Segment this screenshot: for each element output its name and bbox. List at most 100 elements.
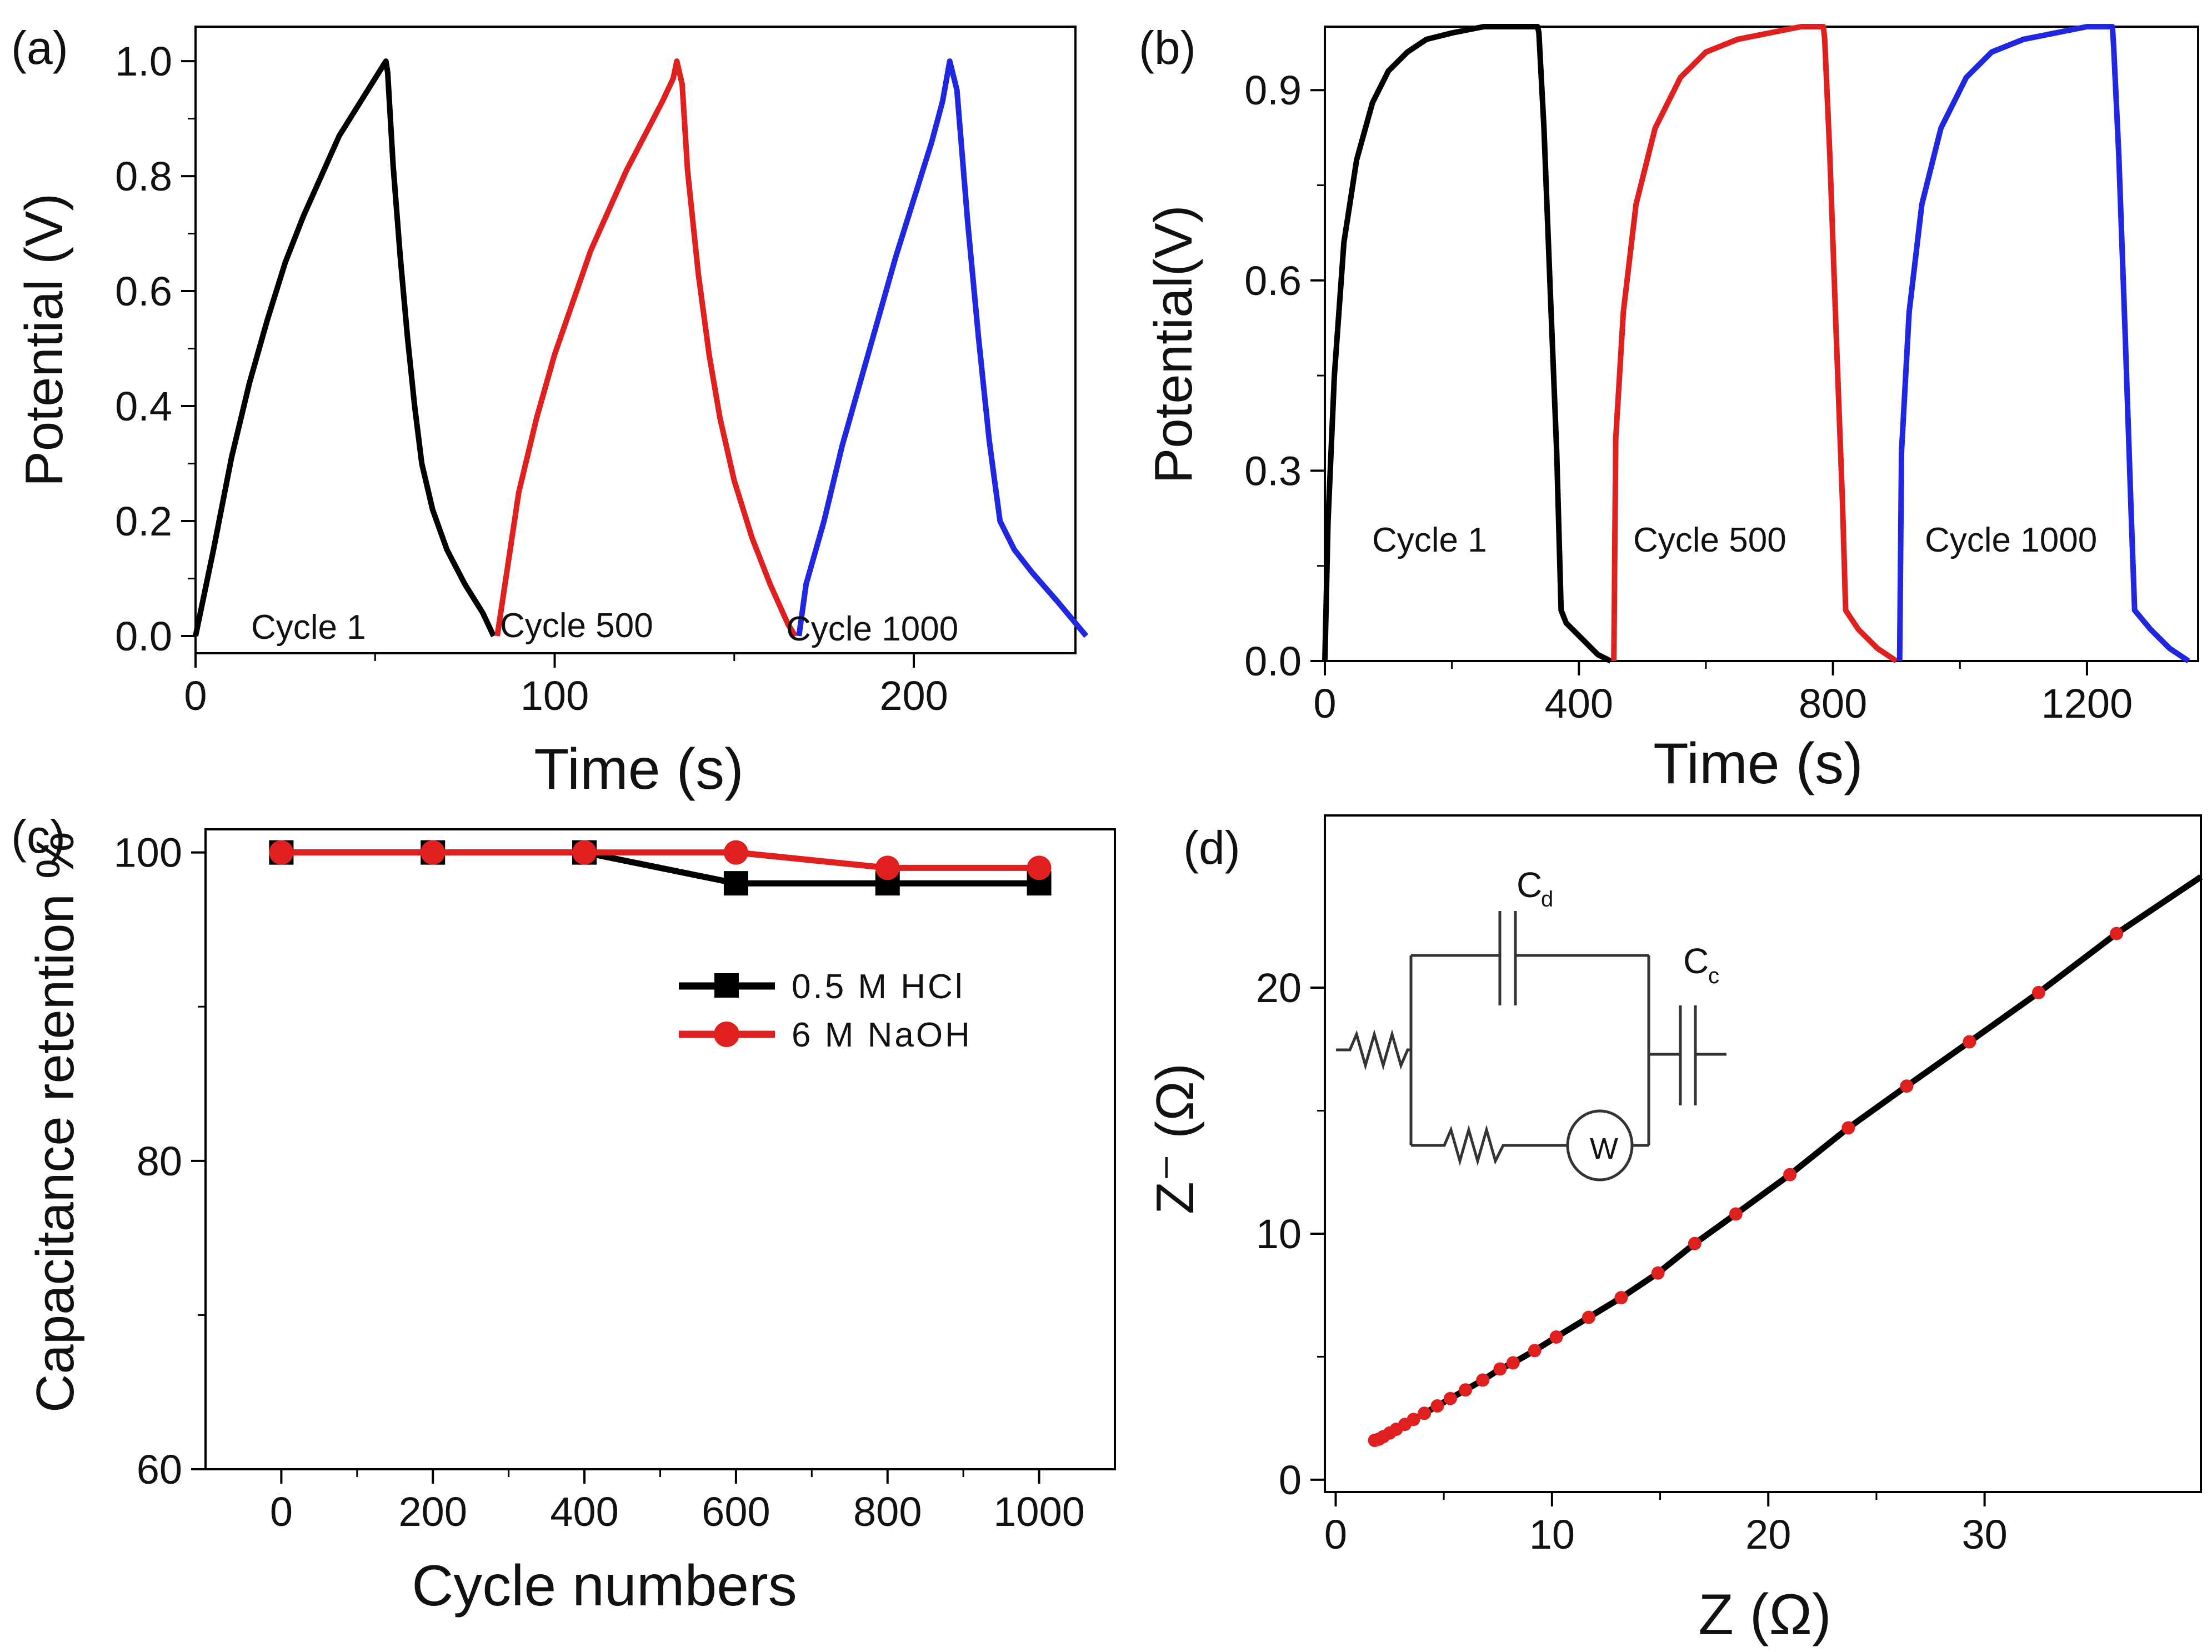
panel-c-xtick-label-0: 0 xyxy=(270,1489,293,1535)
panel-d-point-15 xyxy=(1549,1330,1563,1344)
panel-b-xtick-label-1: 400 xyxy=(1545,680,1613,727)
panel-c-frame xyxy=(204,828,1116,1470)
panel-d-y-title: Z⁻ (Ω) xyxy=(1145,1063,1205,1214)
panel-d-point-16 xyxy=(1582,1310,1596,1324)
panel-c-x-title: Cycle numbers xyxy=(412,1554,797,1618)
panel-b-xtick-label-2: 800 xyxy=(1799,680,1867,727)
legend-naoh-marker xyxy=(714,1022,739,1047)
panel-a-xtick-label-1: 100 xyxy=(521,673,589,719)
panel-c-marker-naoh-5 xyxy=(1027,855,1052,880)
panel-d-point-26 xyxy=(2110,927,2124,940)
panel-d-point-18 xyxy=(1651,1266,1665,1280)
legend-hcl-label: 0.5 M HCl xyxy=(792,968,965,1006)
panel-c-ytick-label-0: 60 xyxy=(137,1446,182,1493)
panel-c-marker-naoh-3 xyxy=(723,840,748,865)
panel-b-xtick-label-3: 1200 xyxy=(2041,680,2133,727)
panel-d-ytick-label-0: 0 xyxy=(1279,1457,1302,1503)
panel-a-ytick-label-4: 0.8 xyxy=(115,153,172,199)
panel-d-xtick-label-1: 10 xyxy=(1529,1511,1575,1558)
panel-b-ytick-label-0: 0.0 xyxy=(1244,638,1302,684)
panel-a-series-0 xyxy=(193,58,497,638)
panel-d-lines xyxy=(1368,874,2203,1447)
panel-a-annot-cycle-1: Cycle 1 xyxy=(251,608,366,647)
equivalent-circuit-inset xyxy=(1336,911,1726,1182)
panel-c-lines xyxy=(269,840,1052,896)
panel-a-series-2 xyxy=(796,58,1089,638)
panel-c-xtick-label-1: 200 xyxy=(399,1489,467,1535)
panel-d-xtick-label-3: 30 xyxy=(1961,1511,2007,1558)
capacitor-cc xyxy=(1649,1005,1726,1105)
double-layer-capacitor xyxy=(1498,911,1517,1005)
panel-d-point-6 xyxy=(1407,1413,1420,1426)
panel-a-frame xyxy=(194,26,1077,654)
panel-d-point-9 xyxy=(1443,1391,1457,1405)
panel-a-ytick-label-5: 1.0 xyxy=(115,38,172,84)
panel-c-series-line-1 xyxy=(281,849,1039,871)
panel-b-series-2 xyxy=(1896,24,2190,664)
panel-c-marker-naoh-4 xyxy=(875,855,900,880)
panel-b-ticks: 0 400 800 1200 0.0 0.3 0.6 0.9 xyxy=(1244,67,2133,727)
panel-a-y-title: Potential (V) xyxy=(14,193,74,487)
label-w: W xyxy=(1590,1132,1618,1165)
legend-naoh-label: 6 M NaOH xyxy=(792,1016,972,1054)
panel-d-ytick-label-1: 10 xyxy=(1256,1211,1302,1257)
panel-a: (a) 0 100 200 0.0 0.2 0.4 0.6 0.8 1.0 Cycle 1 Cy… xyxy=(11,22,1089,802)
panel-d-frame xyxy=(1324,814,2202,1493)
panel-b-x-title: Time (s) xyxy=(1653,732,1863,796)
panel-b-y-title: Potential(V) xyxy=(1144,205,1203,484)
panel-c-ytick-label-1: 80 xyxy=(137,1138,182,1184)
panel-d-point-17 xyxy=(1614,1291,1628,1305)
panel-a-xtick-label-2: 200 xyxy=(879,673,948,719)
panel-a-annot-cycle-500: Cycle 500 xyxy=(500,607,653,645)
panel-d-point-8 xyxy=(1430,1399,1444,1413)
panel-d-point-10 xyxy=(1459,1383,1473,1397)
panel-b-annot-cycle-1000: Cycle 1000 xyxy=(1925,521,2097,559)
panel-d-point-22 xyxy=(1841,1121,1855,1135)
panel-a-ytick-label-2: 0.4 xyxy=(115,383,172,429)
panel-d-point-23 xyxy=(1900,1079,1914,1093)
panel-d-point-12 xyxy=(1493,1362,1507,1376)
panel-d-point-25 xyxy=(2031,985,2045,999)
panel-d-xtick-label-0: 0 xyxy=(1324,1511,1347,1558)
panel-d-label: (d) xyxy=(1183,822,1240,874)
panel-c-marker-hcl-3 xyxy=(723,871,748,896)
panel-c: (c) 0 200 400 600 800 1000 60 80 100 0.5 M HCl 6… xyxy=(11,810,1116,1618)
panel-d-point-24 xyxy=(1963,1035,1976,1049)
panel-d-point-19 xyxy=(1688,1237,1701,1250)
series-resistor xyxy=(1336,1029,1411,1071)
panel-d-xtick-label-2: 20 xyxy=(1745,1511,1791,1558)
panel-c-ticks: 0 200 400 600 800 1000 60 80 100 xyxy=(114,830,1085,1535)
panel-a-ticks: 0 100 200 0.0 0.2 0.4 0.6 0.8 1.0 xyxy=(115,38,948,719)
panel-b: (b) 0 400 800 1200 0.0 0.3 0.6 0.9 Cycle 1 Cycl… xyxy=(1139,22,2199,796)
panel-b-annot-cycle-500: Cycle 500 xyxy=(1633,521,1786,559)
panel-d-ticks: 0 10 20 30 0 10 20 xyxy=(1256,965,2008,1558)
panel-c-marker-naoh-0 xyxy=(269,840,294,865)
panel-b-lines xyxy=(1322,24,2190,664)
panel-c-legend: 0.5 M HCl 6 M NaOH xyxy=(679,968,972,1054)
panel-d-point-7 xyxy=(1418,1406,1432,1420)
label-c-sub-d: d xyxy=(1541,887,1553,912)
label-c: C xyxy=(1517,865,1542,905)
panel-d-point-14 xyxy=(1528,1344,1542,1358)
panel-a-ytick-label-0: 0.0 xyxy=(115,613,172,659)
panel-c-xtick-label-5: 1000 xyxy=(993,1489,1085,1535)
label-c-2: C xyxy=(1683,941,1709,981)
panel-d-point-13 xyxy=(1506,1356,1520,1370)
panel-d-point-20 xyxy=(1729,1207,1743,1221)
panel-c-marker-naoh-1 xyxy=(421,840,446,865)
panel-b-frame xyxy=(1324,26,2199,662)
panel-b-label: (b) xyxy=(1139,22,1196,74)
panel-a-ytick-label-3: 0.6 xyxy=(115,268,172,314)
panel-b-series-1 xyxy=(1611,24,1898,664)
panel-d-point-11 xyxy=(1476,1373,1490,1387)
panel-d-x-title: Z (Ω) xyxy=(1698,1583,1831,1647)
legend-hcl-marker xyxy=(714,973,739,998)
panel-d-ytick-label-2: 20 xyxy=(1256,965,1302,1011)
panel-c-xtick-label-2: 400 xyxy=(550,1489,618,1535)
panel-b-series-0 xyxy=(1322,24,1612,664)
panel-a-ytick-label-1: 0.2 xyxy=(115,498,172,544)
panel-d-point-21 xyxy=(1783,1168,1797,1182)
panel-a-lines xyxy=(193,58,1089,638)
panel-b-annot-cycle-1: Cycle 1 xyxy=(1372,521,1487,559)
